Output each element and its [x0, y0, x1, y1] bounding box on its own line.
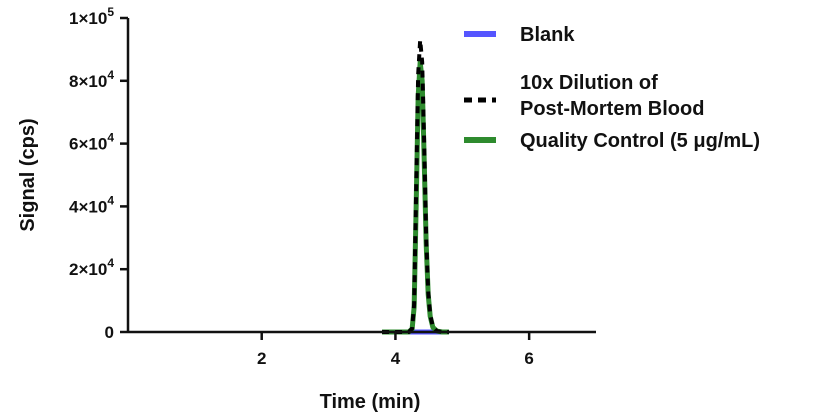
- x-tick-label: 6: [524, 349, 533, 368]
- legend-label-1: 10x Dilution of: [520, 72, 658, 94]
- x-axis-title: Time (min): [320, 391, 421, 413]
- legend: Blank 10x Dilution of Post-Mortem Blood Qua…: [464, 24, 760, 152]
- series-group: [382, 37, 449, 335]
- y-tick-label: 2×104: [69, 256, 114, 279]
- series-line-2: [382, 37, 449, 334]
- axes: 2 4 6 0 2×104 4×104 6×104 8×104 1×105 Time (min) S…: [17, 5, 596, 413]
- y-axis-title: Signal (cps): [17, 118, 39, 231]
- y-tick-label: 6×104: [69, 131, 114, 154]
- legend-label-2: Quality Control (5 μg/mL): [520, 130, 760, 152]
- legend-label-1: Post-Mortem Blood: [520, 98, 704, 120]
- legend-label-0: Blank: [520, 24, 575, 46]
- x-tick-label: 2: [257, 349, 266, 368]
- x-tick-label: 4: [391, 349, 401, 368]
- y-tick-label: 8×104: [69, 68, 114, 91]
- y-tick-label: 4×104: [69, 193, 114, 216]
- y-tick-label: 1×105: [69, 5, 114, 28]
- y-tick-label: 0: [105, 323, 114, 342]
